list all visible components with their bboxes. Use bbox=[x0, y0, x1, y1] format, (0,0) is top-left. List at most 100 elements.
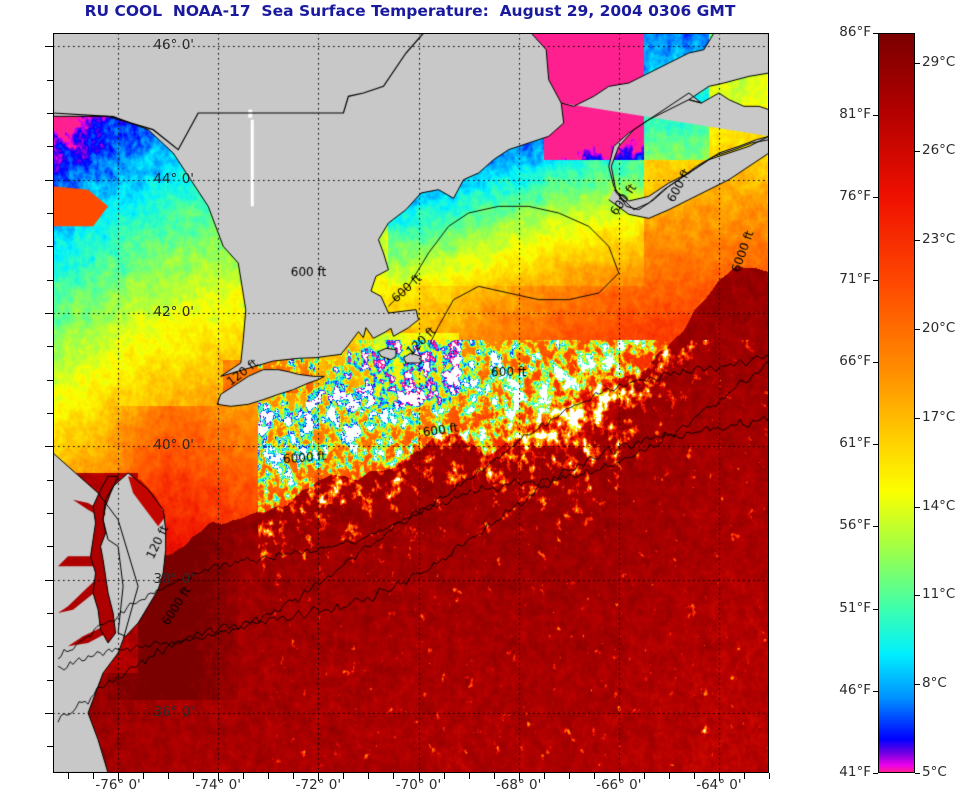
colorbar-label-fahrenheit: 56°F bbox=[839, 517, 871, 534]
y-axis-minor-tick bbox=[47, 80, 53, 81]
x-axis-label: -74° 0' bbox=[195, 777, 241, 793]
x-axis-minor-tick bbox=[293, 773, 294, 779]
y-axis-label: 44° 0' bbox=[153, 170, 194, 187]
colorbar-tick-f bbox=[873, 33, 878, 34]
y-axis-minor-tick bbox=[47, 213, 53, 214]
colorbar-label-celsius: 8°C bbox=[922, 675, 947, 692]
x-axis-label: -66° 0' bbox=[596, 777, 642, 793]
x-axis-minor-tick bbox=[193, 773, 194, 779]
x-axis-tick bbox=[419, 773, 420, 781]
colorbar-label-fahrenheit: 81°F bbox=[839, 106, 871, 123]
colorbar-gradient bbox=[878, 33, 915, 773]
x-axis-label: -70° 0' bbox=[395, 777, 442, 793]
y-axis-minor-tick bbox=[47, 413, 53, 414]
y-axis-label: 36° 0' bbox=[153, 704, 194, 720]
y-axis-minor-tick bbox=[47, 280, 53, 281]
colorbar-label-fahrenheit: 71°F bbox=[839, 270, 871, 287]
colorbar-label-fahrenheit: 86°F bbox=[839, 24, 871, 40]
x-axis-minor-tick bbox=[544, 773, 545, 779]
colorbar-tick-f bbox=[873, 691, 878, 692]
colorbar-tick-c bbox=[915, 684, 920, 685]
y-axis-label: 40° 0' bbox=[153, 437, 194, 454]
colorbar-label-celsius: 29°C bbox=[922, 53, 956, 70]
x-axis-minor-tick bbox=[694, 773, 695, 779]
x-axis-minor-tick bbox=[143, 773, 144, 779]
colorbar-label-fahrenheit: 61°F bbox=[839, 435, 871, 452]
colorbar-label-celsius: 20°C bbox=[922, 320, 956, 336]
colorbar-tick-c bbox=[915, 63, 920, 64]
colorbar-tick-f bbox=[873, 197, 878, 198]
y-axis-minor-tick bbox=[47, 346, 53, 347]
x-axis-minor-tick bbox=[68, 773, 69, 779]
colorbar-label-fahrenheit: 76°F bbox=[839, 188, 871, 205]
x-axis-label: -72° 0' bbox=[295, 777, 342, 793]
y-axis-label: 42° 0' bbox=[153, 304, 194, 320]
colorbar-tick-c bbox=[915, 773, 920, 774]
x-axis-minor-tick bbox=[494, 773, 495, 779]
y-axis-minor-tick bbox=[47, 546, 53, 547]
x-axis-minor-tick bbox=[444, 773, 445, 779]
x-axis-minor-tick bbox=[368, 773, 369, 779]
x-axis-minor-tick bbox=[669, 773, 670, 779]
x-axis-minor-tick bbox=[744, 773, 745, 779]
colorbar-tick-c bbox=[915, 240, 920, 241]
colorbar-label-fahrenheit: 51°F bbox=[839, 599, 871, 616]
colorbar-tick-f bbox=[873, 526, 878, 527]
page-title: RU COOL NOAA-17 Sea Surface Temperature:… bbox=[84, 2, 736, 20]
x-axis-tick bbox=[519, 773, 520, 781]
x-axis-minor-tick bbox=[594, 773, 595, 779]
x-axis-label: -64° 0' bbox=[696, 777, 742, 793]
x-axis-minor-tick bbox=[268, 773, 269, 779]
y-axis-tick bbox=[45, 313, 53, 314]
x-axis-tick bbox=[318, 773, 319, 781]
colorbar-tick-c bbox=[915, 151, 920, 152]
colorbar-label-celsius: 5°C bbox=[922, 764, 947, 780]
y-axis-tick bbox=[45, 446, 53, 447]
x-axis-tick bbox=[218, 773, 219, 781]
x-axis-label: -76° 0' bbox=[95, 777, 141, 793]
x-axis-label: -68° 0' bbox=[495, 777, 542, 793]
colorbar-label-fahrenheit: 46°F bbox=[839, 681, 871, 698]
sst-map-plot[interactable] bbox=[45, 33, 770, 781]
colorbar-tick-f bbox=[873, 280, 878, 281]
colorbar-tick-c bbox=[915, 595, 920, 596]
colorbar-tick-f bbox=[873, 609, 878, 610]
colorbar-tick-f bbox=[873, 444, 878, 445]
colorbar-tick-c bbox=[915, 507, 920, 508]
x-axis-tick bbox=[118, 773, 119, 781]
colorbar-label-celsius: 23°C bbox=[922, 231, 956, 248]
x-axis-minor-tick bbox=[93, 773, 94, 779]
colorbar-tick-c bbox=[915, 329, 920, 330]
colorbar-label-celsius: 11°C bbox=[922, 586, 956, 603]
y-axis-label: 46° 0' bbox=[153, 37, 194, 54]
y-axis-label: 38° 0' bbox=[153, 570, 194, 587]
colorbar-tick-f bbox=[873, 773, 878, 774]
colorbar-tick-f bbox=[873, 115, 878, 116]
y-axis-minor-tick bbox=[47, 513, 53, 514]
y-axis-tick bbox=[45, 180, 53, 181]
colorbar bbox=[878, 33, 915, 773]
x-axis-minor-tick bbox=[644, 773, 645, 779]
y-axis-minor-tick bbox=[47, 646, 53, 647]
y-axis-minor-tick bbox=[47, 480, 53, 481]
y-axis-minor-tick bbox=[47, 680, 53, 681]
x-axis-minor-tick bbox=[243, 773, 244, 779]
colorbar-label-fahrenheit: 41°F bbox=[839, 764, 871, 780]
x-axis-tick bbox=[619, 773, 620, 781]
y-axis-minor-tick bbox=[47, 746, 53, 747]
y-axis-tick bbox=[45, 46, 53, 47]
colorbar-label-fahrenheit: 66°F bbox=[839, 352, 871, 369]
y-axis-minor-tick bbox=[47, 380, 53, 381]
y-axis-tick bbox=[45, 713, 53, 714]
x-axis-minor-tick bbox=[343, 773, 344, 779]
y-axis-minor-tick bbox=[47, 113, 53, 114]
y-axis-minor-tick bbox=[47, 246, 53, 247]
sst-image-canvas bbox=[53, 33, 769, 773]
y-axis-minor-tick bbox=[47, 146, 53, 147]
x-axis-minor-tick bbox=[569, 773, 570, 779]
colorbar-label-celsius: 17°C bbox=[922, 408, 956, 425]
x-axis-minor-tick bbox=[168, 773, 169, 779]
x-axis-minor-tick bbox=[469, 773, 470, 779]
colorbar-label-celsius: 26°C bbox=[922, 142, 956, 159]
colorbar-tick-f bbox=[873, 362, 878, 363]
